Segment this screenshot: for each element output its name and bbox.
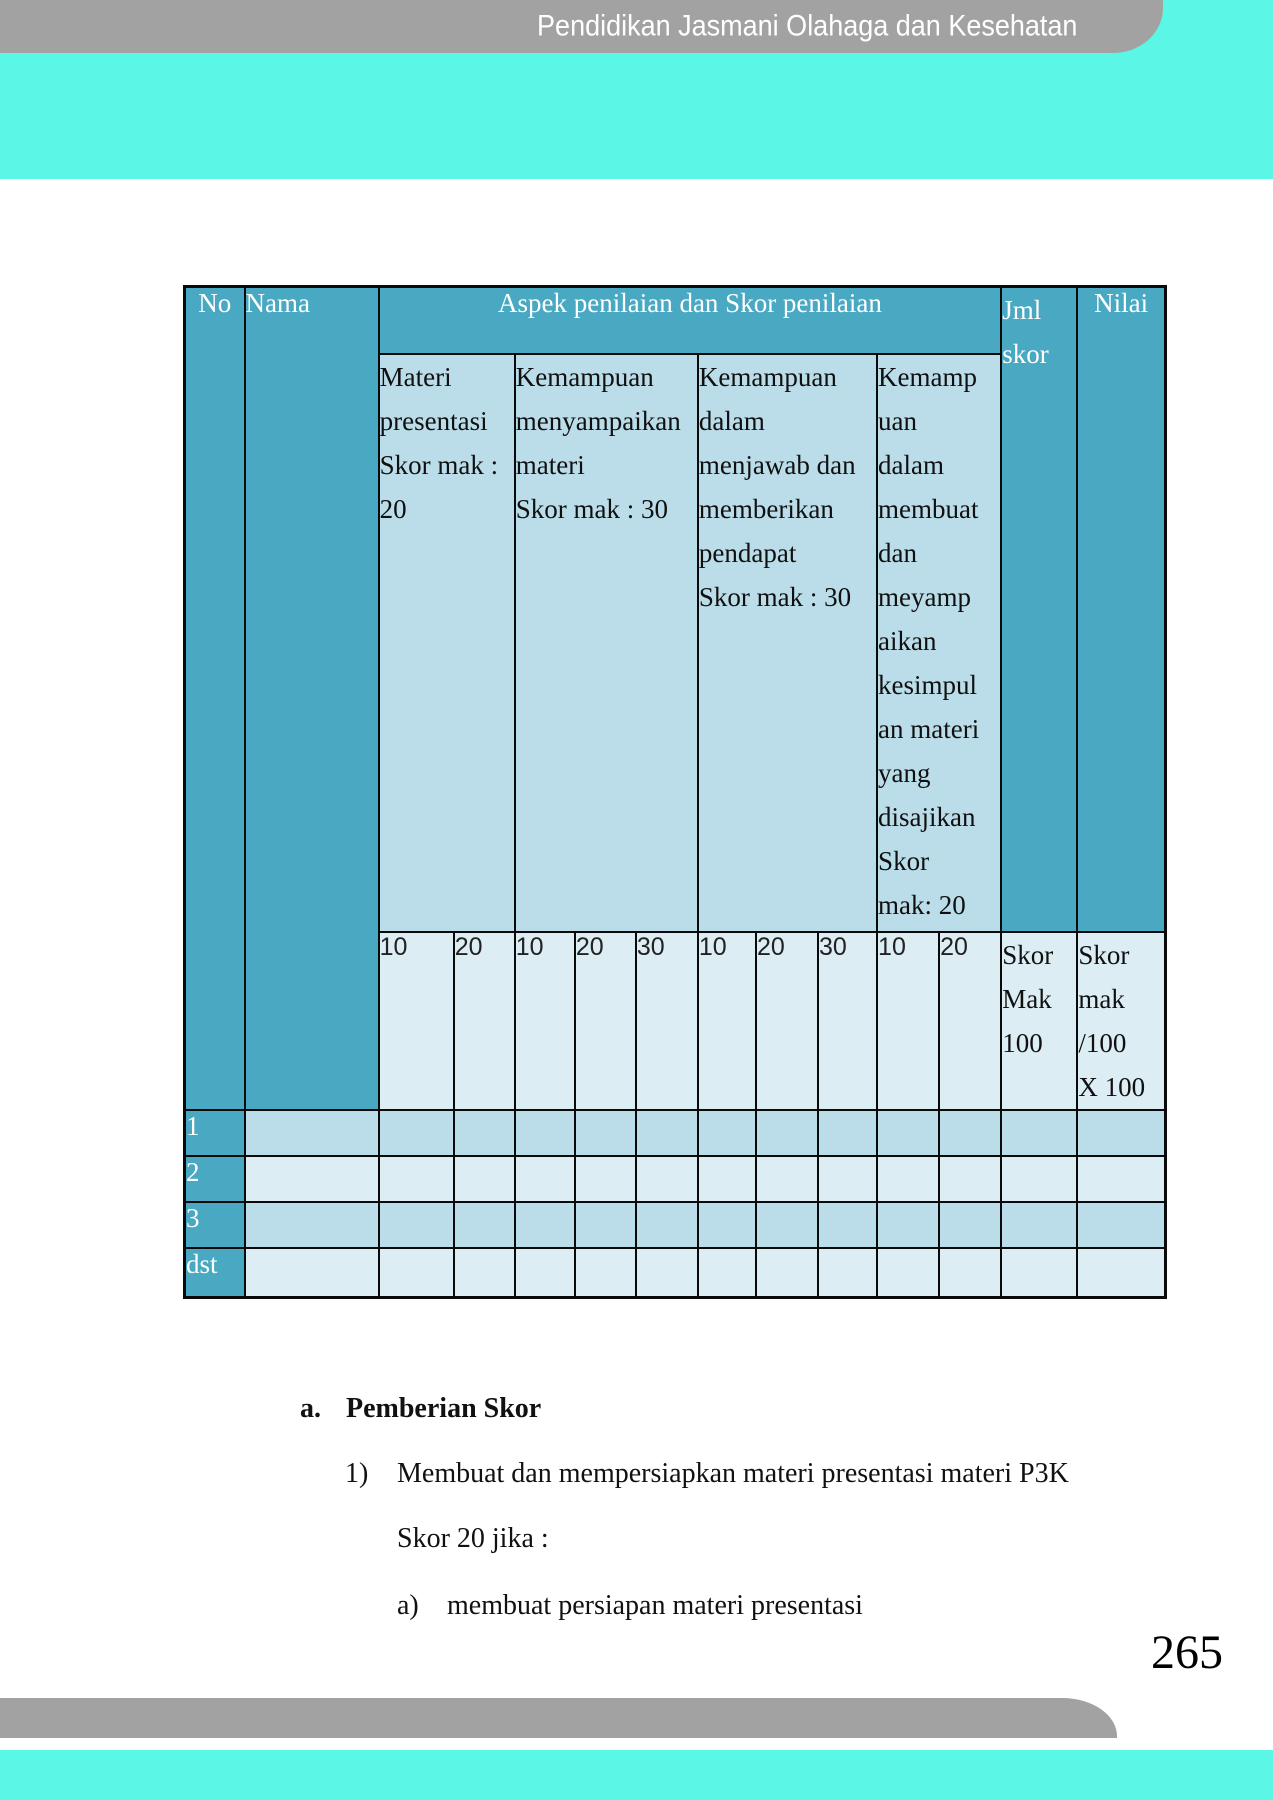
table-cell: [513, 1108, 576, 1157]
row-label: 3: [183, 1200, 246, 1249]
table-cell: [876, 1108, 941, 1157]
table-cell: [938, 1246, 1003, 1299]
aspect-subheader-menyampaikan: Kemampuan menyampaikan materi Skor mak :…: [513, 352, 699, 933]
sub-text: membuat persiapan materi presentasi: [447, 1590, 863, 1621]
page-header-title: Pendidikan Jasmani Olahaga dan Kesehatan: [536, 8, 1077, 42]
score-column-header: 10: [876, 930, 941, 1111]
table-cell: [938, 1108, 1003, 1157]
table-cell: [696, 1200, 757, 1249]
table-cell: [573, 1200, 637, 1249]
skor-mak-total-cell: Skor Mak 100: [1000, 930, 1079, 1111]
table-cell: [377, 1108, 455, 1157]
notes-item-condition: Skor 20 jika :: [397, 1523, 549, 1554]
score-column-header: 20: [754, 930, 820, 1111]
section-title: Pemberian Skor: [346, 1393, 542, 1424]
table-cell: [513, 1246, 576, 1299]
table-cell: [243, 1200, 380, 1249]
nilai-formula-cell: Skor mak /100 X 100: [1076, 930, 1167, 1111]
table-cell: [1000, 1246, 1079, 1299]
table-cell: [816, 1246, 879, 1299]
row-label: dst: [183, 1246, 246, 1299]
score-column-header: 10: [377, 930, 455, 1111]
aspect-subheader-kesimpulan: Kemamp uan dalam membuat dan meyamp aika…: [876, 352, 1003, 933]
aspect-subheader-menjawab: Kemampuan dalam menjawab dan memberikan …: [696, 352, 879, 933]
score-column-header: 20: [573, 930, 637, 1111]
table-cell: [754, 1154, 820, 1203]
score-column-header: 30: [634, 930, 699, 1111]
row-label: 2: [183, 1154, 246, 1203]
jml-skor-column-header: Jml skor: [1000, 285, 1079, 933]
table-cell: [696, 1246, 757, 1299]
aspect-subheader-materi: Materi presentasi Skor mak : 20: [377, 352, 516, 933]
table-cell: [938, 1154, 1003, 1203]
table-cell: [1000, 1154, 1079, 1203]
table-cell: [513, 1154, 576, 1203]
notes-section-heading: a. Pemberian Skor: [300, 1393, 541, 1425]
table-cell: [634, 1200, 699, 1249]
table-cell: [377, 1200, 455, 1249]
table-cell: [876, 1200, 941, 1249]
nilai-column-header: Nilai: [1076, 285, 1167, 933]
section-letter: a.: [300, 1393, 321, 1424]
table-cell: [243, 1154, 380, 1203]
table-cell: [1076, 1154, 1167, 1203]
table-cell: [696, 1154, 757, 1203]
table-cell: [634, 1246, 699, 1299]
table-cell: [452, 1108, 516, 1157]
table-cell: [634, 1108, 699, 1157]
table-cell: [243, 1246, 380, 1299]
table-cell: [754, 1200, 820, 1249]
table-cell: [243, 1108, 380, 1157]
table-cell: [573, 1108, 637, 1157]
table-cell: [377, 1154, 455, 1203]
table-cell: [1000, 1108, 1079, 1157]
table-cell: [1076, 1108, 1167, 1157]
table-cell: [696, 1108, 757, 1157]
table-cell: [816, 1200, 879, 1249]
table-cell: [452, 1246, 516, 1299]
table-cell: [573, 1154, 637, 1203]
table-cell: [377, 1246, 455, 1299]
row-label: 1: [183, 1108, 246, 1157]
item-number: 1): [345, 1458, 369, 1489]
score-column-header: 20: [938, 930, 1003, 1111]
header-gray-bar: Pendidikan Jasmani Olahaga dan Kesehatan: [0, 0, 1163, 53]
item-text: Membuat dan mempersiapkan materi present…: [397, 1458, 1069, 1489]
aspek-column-header: Aspek penilaian dan Skor penilaian: [377, 285, 1003, 355]
notes-item: 1) Membuat dan mempersiapkan materi prese…: [345, 1458, 1069, 1490]
table-cell: [754, 1108, 820, 1157]
table-cell: [816, 1108, 879, 1157]
table-cell: [938, 1200, 1003, 1249]
footer-gray-bar: [0, 1698, 1117, 1738]
score-column-header: 10: [696, 930, 757, 1111]
table-cell: [513, 1200, 576, 1249]
sub-letter: a): [397, 1590, 419, 1621]
table-cell: [1000, 1200, 1079, 1249]
table-cell: [452, 1200, 516, 1249]
score-column-header: 20: [452, 930, 516, 1111]
table-cell: [452, 1154, 516, 1203]
table-cell: [1076, 1246, 1167, 1299]
page-number: 265: [1151, 1626, 1223, 1679]
notes-subitem: a) membuat persiapan materi presentasi: [397, 1590, 863, 1622]
table-cell: [876, 1246, 941, 1299]
table-cell: [754, 1246, 820, 1299]
footer-cyan-band: [0, 1750, 1273, 1800]
nama-column-header: Nama: [243, 285, 380, 1111]
table-cell: [1076, 1200, 1167, 1249]
table-cell: [573, 1246, 637, 1299]
assessment-table: No Nama Aspek penilaian dan Skor penilai…: [183, 285, 1167, 1299]
table-cell: [816, 1154, 879, 1203]
table-cell: [634, 1154, 699, 1203]
table-cell: [876, 1154, 941, 1203]
score-column-header: 10: [513, 930, 576, 1111]
no-column-header: No: [183, 285, 246, 1111]
score-column-header: 30: [816, 930, 879, 1111]
